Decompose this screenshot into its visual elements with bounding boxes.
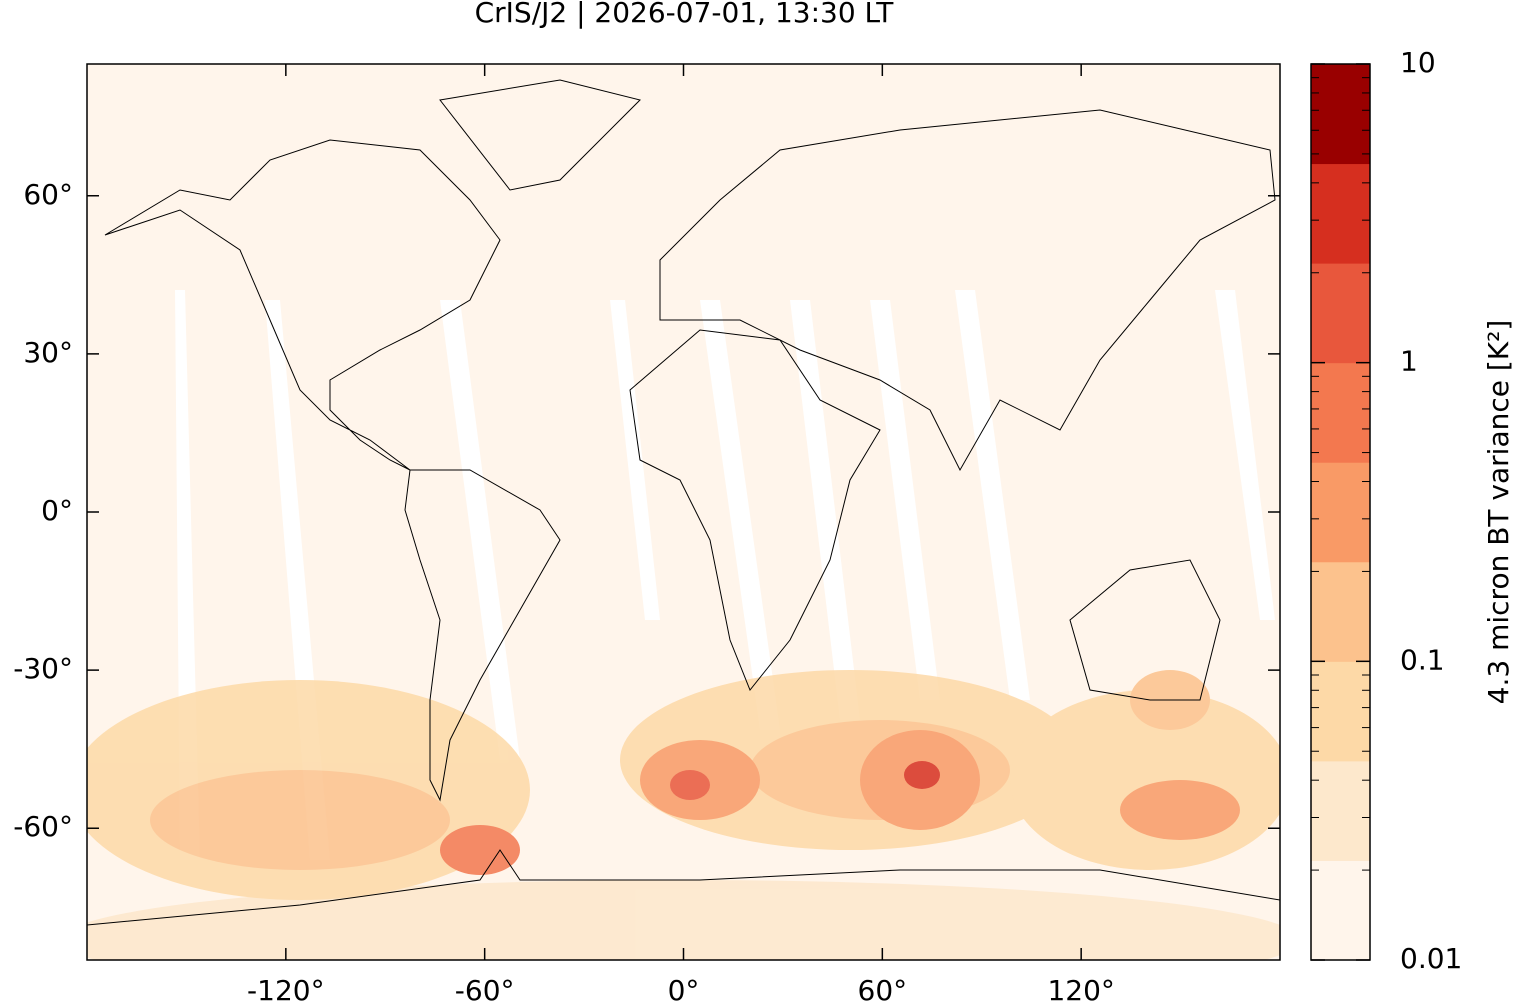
colorbar-tick-label: 0.01 — [1400, 942, 1462, 975]
x-tick-label: -120° — [247, 974, 325, 1002]
chart-title: CrIS/J2 | 2026-07-01, 13:30 LT — [475, 0, 895, 29]
x-tick-label: 60° — [858, 974, 908, 1002]
y-tick-label: 30° — [23, 336, 73, 369]
variance-blobs — [87, 670, 1280, 960]
colorbar-level — [1311, 263, 1370, 364]
variance-field — [87, 79, 1280, 960]
y-tick-label: 0° — [41, 494, 73, 527]
x-tick-label: 120° — [1047, 974, 1114, 1002]
colorbar-level — [1311, 163, 1370, 264]
coastlines — [87, 79, 1280, 926]
y-tick-label: -30° — [13, 652, 73, 685]
colorbar-level — [1311, 64, 1370, 165]
x-tick-label: 0° — [668, 974, 700, 1002]
colorbar-frame — [1310, 63, 1371, 961]
colorbar-tick-label: 0.1 — [1400, 643, 1445, 676]
colorbar-label: 4.3 micron BT variance [K²] — [1482, 320, 1515, 705]
colorbar-tick-label: 10 — [1400, 46, 1436, 79]
colorbar-level — [1311, 561, 1370, 662]
colorbar-level — [1311, 661, 1370, 762]
y-tick-label: 60° — [23, 178, 73, 211]
x-tick-label: -60° — [455, 974, 515, 1002]
colorbar-level — [1311, 362, 1370, 463]
colorbar-level — [1311, 860, 1370, 961]
colorbar-tick-label: 1 — [1400, 345, 1418, 378]
y-tick-label: -60° — [13, 810, 73, 843]
colorbar-level — [1311, 462, 1370, 563]
colorbar-level — [1311, 760, 1370, 861]
